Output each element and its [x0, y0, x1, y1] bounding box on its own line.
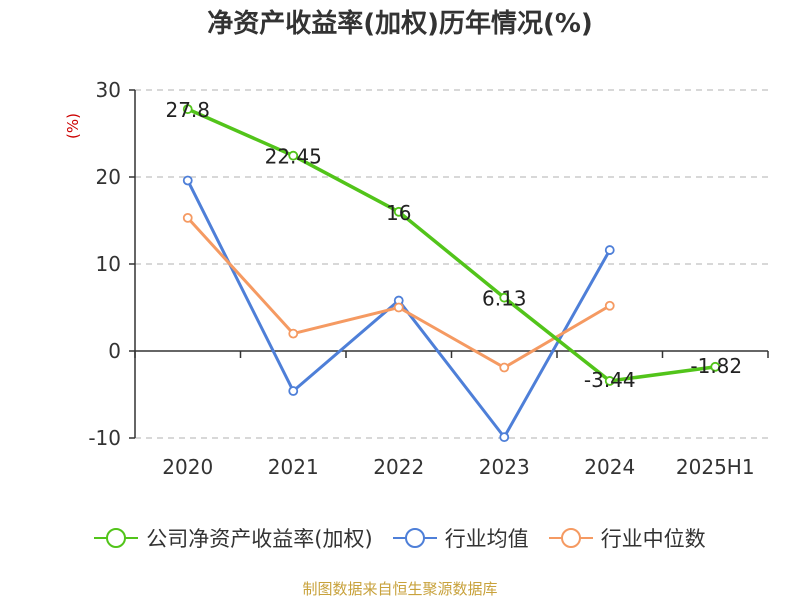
data-label: 22.45: [265, 145, 322, 169]
data-point: [288, 386, 299, 396]
data-point: [604, 300, 615, 311]
axes: 30 20 10 0 -10 2020 2021 2022 2023 2024 2025H1: [88, 78, 769, 479]
data-labels: 27.8 22.45 16 6.13 -3.44 -1.82: [165, 98, 742, 392]
y-axis-label: (%): [64, 113, 82, 139]
y-tick-label: -10: [88, 426, 121, 450]
data-label: 27.8: [165, 98, 210, 122]
source-note: 制图数据来自恒生聚源数据库: [302, 580, 498, 598]
data-label: 6.13: [482, 287, 527, 311]
legend-label-industry-mean: 行业均值: [444, 527, 529, 551]
legend-label-company: 公司净资产收益率(加权): [146, 527, 373, 551]
data-point: [182, 175, 193, 186]
y-tick-label: 20: [96, 165, 121, 189]
series-lines: [182, 104, 721, 443]
data-label: 16: [386, 201, 411, 225]
y-tick-label: 0: [108, 339, 121, 363]
data-point: [393, 302, 404, 313]
data-point: [288, 150, 299, 161]
legend-marker-industry-median: [548, 528, 593, 548]
x-tick-label: 2025H1: [676, 455, 755, 479]
data-point: [604, 245, 615, 255]
x-tick-label: 2022: [373, 455, 424, 479]
y-tick-label: 10: [96, 252, 121, 276]
legend-marker-company: [94, 528, 139, 548]
x-tick-label: 2021: [268, 455, 319, 479]
data-point: [710, 361, 721, 372]
data-label: -3.44: [584, 368, 636, 392]
x-tick-label: 2023: [479, 455, 530, 479]
legend-marker-industry-mean: [392, 528, 437, 548]
data-point: [499, 292, 510, 303]
data-point: [288, 328, 299, 339]
legend-item-company[interactable]: 公司净资产收益率(加权): [94, 523, 373, 553]
series-line-0: [187, 107, 716, 383]
data-point: [393, 206, 404, 217]
data-point: [499, 432, 510, 443]
legend-item-industry-mean[interactable]: 行业均值: [392, 523, 529, 553]
x-tick-label: 2024: [584, 455, 635, 479]
data-point: [182, 104, 193, 115]
legend-label-industry-median: 行业中位数: [600, 527, 706, 551]
x-tick-label: 2020: [162, 455, 213, 479]
chart-title: 净资产收益率(加权)历年情况(%): [207, 8, 593, 39]
legend-item-industry-median[interactable]: 行业中位数: [548, 523, 706, 553]
data-label: -1.82: [690, 354, 742, 378]
data-point: [499, 362, 510, 373]
data-point: [604, 376, 615, 386]
data-point: [182, 212, 193, 223]
y-tick-label: 30: [96, 78, 121, 102]
series-line-2: [186, 216, 611, 370]
legend: 公司净资产收益率(加权) 行业均值 行业中位数: [0, 518, 800, 558]
